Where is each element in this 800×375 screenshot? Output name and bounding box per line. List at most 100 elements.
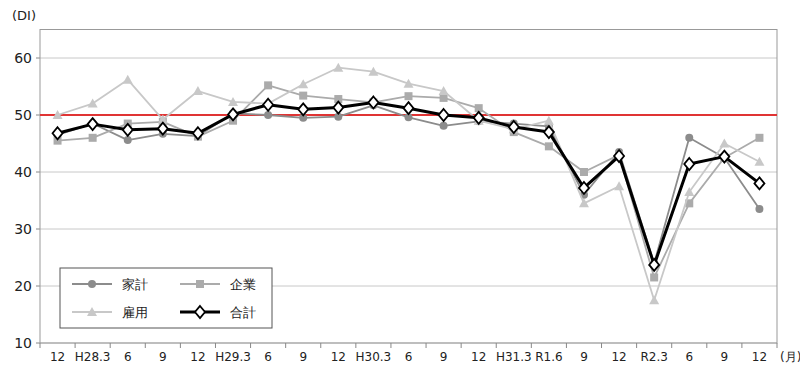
x-tick [390,343,391,348]
x-tick [285,343,286,348]
point-marker [580,168,588,176]
point-marker [333,102,343,114]
point-marker [440,122,448,130]
x-tick [671,343,672,348]
series-line [58,85,760,277]
x-tick-label: 12 [190,350,205,364]
x-tick [777,343,778,348]
x-tick-label: H31.3 [496,350,532,364]
point-marker [196,280,204,288]
series-line [58,68,760,301]
x-tick [40,343,41,348]
point-marker [333,63,343,72]
legend-label: 合計 [230,305,256,320]
point-marker [89,134,97,142]
series-line [58,105,760,263]
series-line [58,102,760,264]
x-tick [250,343,251,348]
y-tick [36,58,40,59]
x-axis-label: (月) [780,350,800,364]
point-marker [474,112,484,124]
x-tick-label: 6 [124,350,132,364]
x-tick-label: R2.3 [640,350,667,364]
chart-root: 10203040506012H28.36912H29.36912H30.3691… [0,0,800,375]
x-tick [601,343,602,348]
x-tick [110,343,111,348]
y-tick [36,229,40,230]
point-marker [264,111,272,119]
x-tick [531,343,532,348]
x-tick-label: 6 [264,350,272,364]
point-marker [228,97,238,106]
x-tick [180,343,181,348]
point-marker [544,116,554,125]
point-marker [439,86,449,95]
point-marker [755,205,763,213]
point-marker [754,177,764,189]
y-axis-label: (DI) [12,8,36,23]
point-marker [405,92,413,100]
x-tick [75,343,76,348]
y-tick [36,115,40,116]
plot-frame [40,30,777,344]
point-marker [684,187,694,196]
y-tick [36,172,40,173]
x-tick-label: 9 [440,350,448,364]
point-marker [649,259,659,271]
point-marker [650,273,658,281]
point-marker [614,181,624,190]
point-marker [158,123,168,135]
point-marker [88,280,96,288]
point-marker [195,306,205,318]
legend-label: 家計 [122,277,148,292]
point-marker [123,75,133,84]
point-marker [88,99,98,108]
x-tick [461,343,462,348]
point-marker [439,109,449,121]
point-marker [193,127,203,139]
y-tick-label: 60 [14,50,32,66]
point-marker [544,126,554,138]
x-tick [145,343,146,348]
x-tick-label: 6 [405,350,413,364]
x-tick-label: H29.3 [215,350,251,364]
point-marker [193,86,203,95]
x-tick-label: H28.3 [75,350,111,364]
legend-box [60,268,272,328]
x-tick [741,343,742,348]
y-tick-label: 20 [14,278,32,294]
y-tick-label: 30 [14,221,32,237]
grid-line [40,58,777,59]
y-tick [36,286,40,287]
y-tick-label: 50 [14,107,32,123]
point-marker [264,81,272,89]
point-marker [684,158,694,170]
point-marker [88,118,98,130]
point-marker [614,150,624,162]
point-marker [298,79,308,88]
point-marker [87,307,97,316]
x-tick [320,343,321,348]
point-marker [124,136,132,144]
x-tick-label: H30.3 [356,350,392,364]
point-marker [754,157,764,166]
legend-label: 雇用 [122,305,148,320]
point-marker [263,99,273,111]
x-tick-label: 12 [611,350,626,364]
point-marker [228,108,238,120]
x-tick [215,343,216,348]
y-tick [36,343,40,344]
point-marker [368,67,378,76]
point-marker [579,182,589,194]
x-tick-label: 9 [299,350,307,364]
point-marker [404,79,414,88]
point-marker [755,134,763,142]
point-marker [685,134,693,142]
legend: 家計企業雇用合計 [60,268,272,328]
x-tick-label: 9 [580,350,588,364]
point-marker [53,110,63,119]
x-tick-label: 6 [685,350,693,364]
x-tick-label: 12 [752,350,767,364]
x-tick [706,343,707,348]
x-tick-label: 12 [50,350,65,364]
